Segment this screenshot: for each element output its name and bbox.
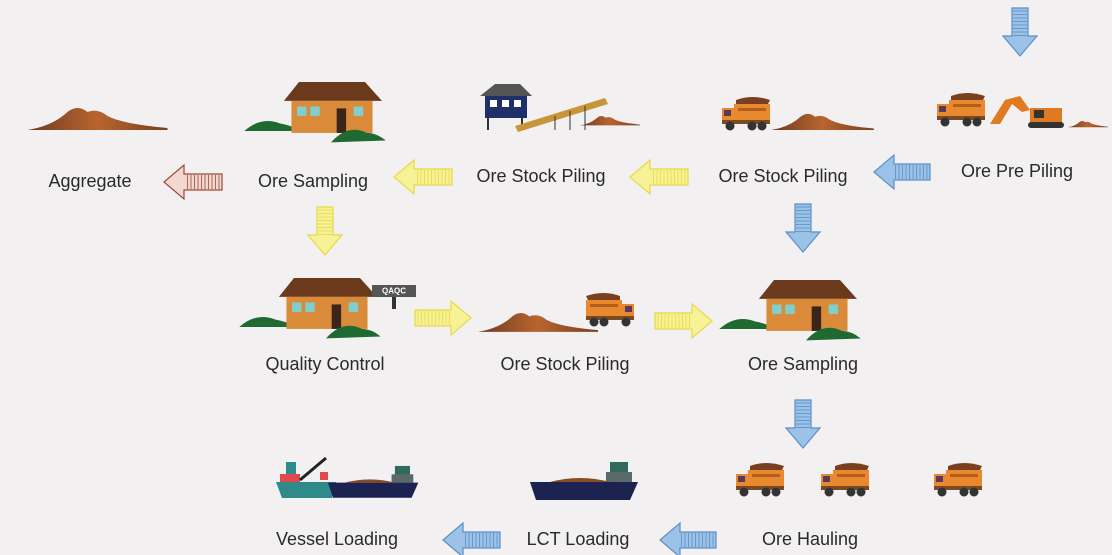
sign-text: QAQC xyxy=(382,287,406,296)
icon xyxy=(580,116,640,125)
icon xyxy=(934,463,982,497)
arrow xyxy=(1003,8,1037,56)
icon-part xyxy=(990,96,1030,124)
icon-part xyxy=(515,98,608,132)
node-label: Ore Sampling xyxy=(258,171,368,191)
arrow-part xyxy=(660,523,716,555)
arrow xyxy=(308,207,342,255)
node-label: Ore Stock Piling xyxy=(476,166,605,186)
icon xyxy=(719,280,860,340)
icon xyxy=(1068,121,1108,127)
node-label: Quality Control xyxy=(265,354,384,374)
icon-part xyxy=(286,462,296,474)
icon xyxy=(821,463,869,497)
arrow-part xyxy=(630,160,688,194)
page: QAQC Ore Pre Piling Ore Stock Piling Ore… xyxy=(0,0,1112,555)
arrow xyxy=(655,304,712,338)
icon xyxy=(239,278,380,338)
arrow xyxy=(164,165,222,199)
icon xyxy=(328,466,418,498)
arrow xyxy=(786,204,820,252)
arrow-part xyxy=(655,304,712,338)
icon-part xyxy=(392,297,396,309)
crane-ship xyxy=(276,458,336,498)
node-label: Vessel Loading xyxy=(276,529,398,549)
arrow-part xyxy=(443,523,500,555)
icon-part xyxy=(490,100,497,107)
icon-part xyxy=(480,84,532,96)
icon xyxy=(478,313,598,332)
arrow-part xyxy=(874,155,930,189)
icon xyxy=(736,463,784,497)
icon xyxy=(771,114,874,130)
arrow xyxy=(660,523,716,555)
icon-part xyxy=(280,474,300,482)
icon-part xyxy=(320,472,328,480)
icon xyxy=(244,82,385,142)
icon-part xyxy=(1028,122,1064,128)
arrow xyxy=(786,400,820,448)
icon xyxy=(586,293,634,327)
icon-part xyxy=(586,293,634,327)
arrow xyxy=(394,160,452,194)
arrow xyxy=(443,523,500,555)
node-label: LCT Loading xyxy=(527,529,630,549)
node-label: Ore Pre Piling xyxy=(961,161,1073,181)
icon-part xyxy=(276,482,336,498)
qaqc-sign: QAQC xyxy=(372,285,416,309)
arrow xyxy=(874,155,930,189)
icon-part xyxy=(502,100,509,107)
node-label: Ore Sampling xyxy=(748,354,858,374)
node-label: Ore Hauling xyxy=(762,529,858,549)
node-label: Aggregate xyxy=(48,171,131,191)
diagram: QAQC Ore Pre Piling Ore Stock Piling Ore… xyxy=(0,0,1112,555)
icon-part xyxy=(1034,110,1044,118)
node-label: Ore Stock Piling xyxy=(718,166,847,186)
icon xyxy=(28,108,168,130)
arrow-part xyxy=(415,301,471,335)
arrow xyxy=(415,301,471,335)
arrow-part xyxy=(394,160,452,194)
icon xyxy=(937,93,985,127)
icon-part xyxy=(514,100,521,107)
icon xyxy=(722,97,770,131)
arrow xyxy=(630,160,688,194)
arrow-part xyxy=(164,165,222,199)
node-label: Ore Stock Piling xyxy=(500,354,629,374)
icon xyxy=(530,462,638,500)
excavator xyxy=(990,96,1064,128)
